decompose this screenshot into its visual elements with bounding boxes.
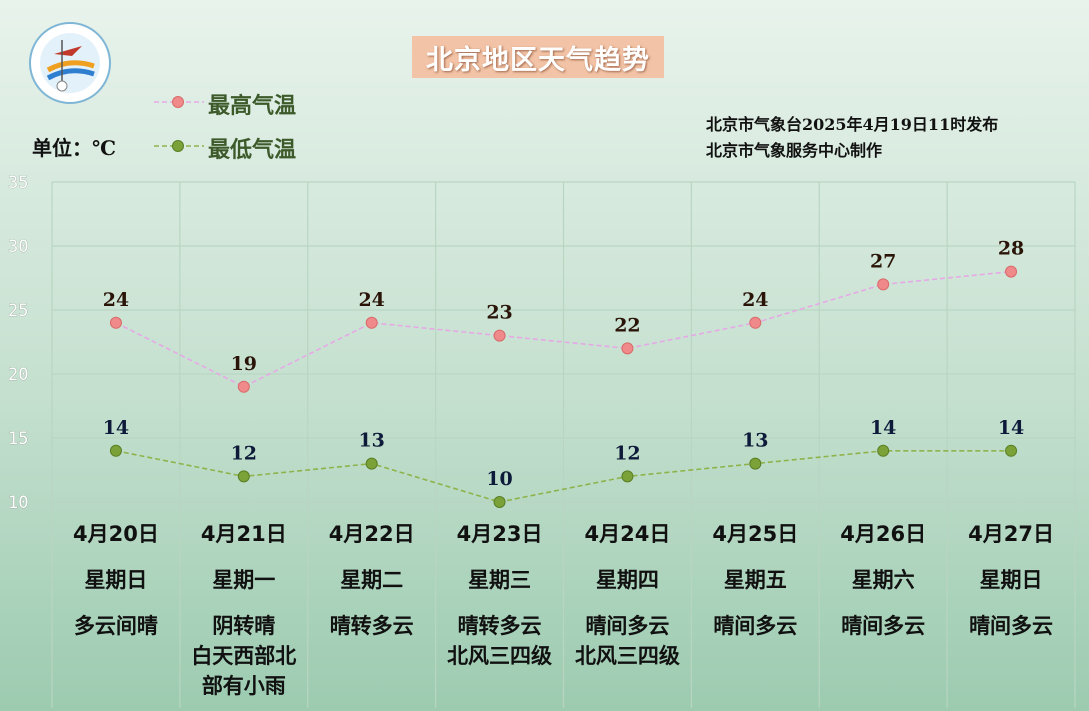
point-high bbox=[493, 329, 506, 342]
point-low bbox=[237, 470, 250, 483]
unit-label: 单位：℃ bbox=[32, 132, 116, 161]
y-tick-label: 35 bbox=[8, 173, 28, 193]
data-label-high: 24 bbox=[103, 289, 129, 311]
y-tick-label: 15 bbox=[8, 429, 28, 449]
point-high bbox=[1005, 265, 1018, 278]
day-weather: 晴转多云 bbox=[458, 614, 542, 638]
point-high bbox=[109, 316, 122, 329]
day-weather: 白天西部北 bbox=[191, 644, 296, 668]
day-weather: 阴转晴 bbox=[212, 614, 275, 638]
day-weather: 晴间多云 bbox=[969, 614, 1053, 638]
y-tick-label: 20 bbox=[8, 365, 28, 385]
data-label-low: 14 bbox=[870, 417, 896, 439]
data-label-low: 12 bbox=[231, 442, 257, 464]
series-line-low bbox=[115, 449, 1012, 503]
point-high bbox=[365, 316, 378, 329]
day-weekday: 星期日 bbox=[84, 568, 147, 592]
day-weekday: 星期五 bbox=[724, 568, 787, 592]
data-label-low: 13 bbox=[742, 430, 768, 452]
point-low bbox=[493, 496, 506, 508]
point-high bbox=[237, 380, 250, 393]
day-weather: 晴间多云 bbox=[841, 614, 925, 638]
unit-prefix: 单位： bbox=[32, 136, 92, 160]
day-date: 4月26日 bbox=[840, 522, 926, 546]
data-label-low: 14 bbox=[998, 417, 1024, 439]
point-low bbox=[749, 457, 762, 470]
data-label-high: 23 bbox=[486, 302, 512, 324]
legend-high: 最高气温 bbox=[152, 88, 322, 119]
unit-symbol: ℃ bbox=[92, 136, 116, 160]
data-label-low: 10 bbox=[486, 468, 512, 490]
data-label-high: 24 bbox=[742, 289, 768, 311]
day-weekday: 星期六 bbox=[852, 568, 915, 592]
series-line-high bbox=[115, 270, 1012, 388]
y-tick-label: 25 bbox=[8, 301, 28, 321]
point-high bbox=[877, 278, 890, 291]
day-weekday: 星期一 bbox=[212, 568, 275, 592]
data-label-high: 27 bbox=[870, 250, 896, 272]
meteorological-service-logo bbox=[29, 22, 111, 104]
day-weekday: 星期二 bbox=[340, 568, 403, 592]
legend-low: 最低气温 bbox=[152, 132, 322, 163]
day-weekday: 星期四 bbox=[596, 568, 659, 592]
y-tick-label: 10 bbox=[8, 493, 28, 513]
legend-low-label: 最低气温 bbox=[208, 137, 297, 163]
point-low bbox=[109, 444, 122, 457]
day-weather: 多云间晴 bbox=[74, 614, 158, 638]
data-label-high: 28 bbox=[998, 238, 1024, 260]
data-label-high: 22 bbox=[614, 314, 640, 336]
data-label-high: 19 bbox=[231, 353, 257, 375]
day-date: 4月20日 bbox=[73, 522, 159, 546]
day-date: 4月23日 bbox=[457, 522, 543, 546]
y-tick-label: 30 bbox=[8, 237, 28, 257]
point-low bbox=[877, 444, 890, 457]
day-weekday: 星期三 bbox=[468, 568, 531, 592]
credit-issuer: 北京市气象台2025年4月19日11时发布 bbox=[706, 115, 999, 134]
day-date: 4月27日 bbox=[968, 522, 1054, 546]
point-high bbox=[621, 342, 634, 355]
day-weather: 北风三四级 bbox=[447, 644, 552, 668]
data-label-high: 24 bbox=[358, 289, 384, 311]
day-date: 4月24日 bbox=[585, 522, 671, 546]
data-label-low: 14 bbox=[103, 417, 129, 439]
day-weather: 晴转多云 bbox=[330, 614, 414, 638]
legend-high-label: 最高气温 bbox=[208, 93, 297, 119]
legend-high-marker bbox=[154, 96, 204, 108]
point-low bbox=[1005, 444, 1018, 457]
data-label-low: 12 bbox=[614, 442, 640, 464]
chart-title: 北京地区天气趋势 bbox=[412, 36, 664, 78]
day-weekday: 星期日 bbox=[980, 568, 1043, 592]
day-weather: 部有小雨 bbox=[202, 674, 286, 698]
point-low bbox=[365, 457, 378, 470]
day-weather: 北风三四级 bbox=[575, 644, 680, 668]
day-weather: 晴间多云 bbox=[585, 614, 669, 638]
day-date: 4月25日 bbox=[712, 522, 798, 546]
data-label-low: 13 bbox=[358, 430, 384, 452]
day-date: 4月22日 bbox=[329, 522, 415, 546]
credit-producer: 北京市气象服务中心制作 bbox=[706, 141, 883, 160]
day-weather: 晴间多云 bbox=[713, 614, 797, 638]
day-date: 4月21日 bbox=[201, 522, 287, 546]
credits: 北京市气象台2025年4月19日11时发布 北京市气象服务中心制作 bbox=[706, 112, 998, 164]
point-high bbox=[749, 316, 762, 329]
point-low bbox=[621, 470, 634, 483]
legend-low-marker bbox=[154, 140, 204, 152]
